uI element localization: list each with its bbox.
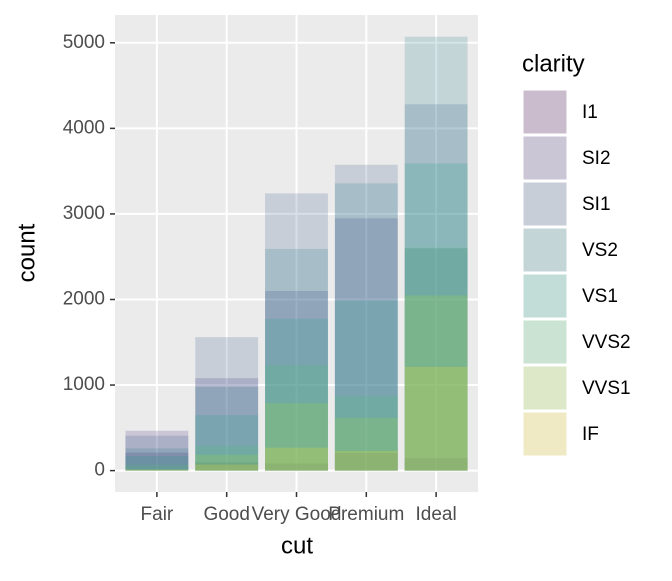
- bar: [404, 366, 468, 471]
- legend-label: VVS2: [582, 332, 631, 353]
- bar: [195, 464, 259, 471]
- bar: [125, 469, 189, 471]
- legend-key-bg: [523, 366, 567, 410]
- bar: [125, 430, 189, 471]
- bar: [195, 454, 259, 471]
- legend-key: [522, 273, 568, 319]
- legend-label: SI1: [582, 194, 611, 215]
- legend-label: SI2: [582, 148, 611, 169]
- y-axis-title: count: [13, 223, 40, 282]
- bar: [265, 403, 328, 471]
- bar: [334, 218, 398, 471]
- legend-key-bg: [523, 274, 567, 318]
- bar: [404, 36, 468, 471]
- legend-key: [522, 89, 568, 135]
- bar: [334, 183, 398, 471]
- bar: [265, 318, 328, 471]
- x-tick-label: Good: [203, 504, 249, 525]
- bar: [334, 164, 398, 471]
- legend-key: [522, 319, 568, 365]
- legend-key: [522, 365, 568, 411]
- bar: [404, 248, 468, 471]
- bar: [125, 452, 189, 471]
- legend-key-bg: [523, 90, 567, 134]
- bar: [334, 300, 398, 471]
- bar: [334, 396, 398, 471]
- bar: [195, 378, 259, 471]
- y-tick-label: 5000: [63, 32, 105, 53]
- legend-key-bg: [523, 320, 567, 364]
- legend-label: I1: [582, 102, 598, 123]
- x-tick-label: Ideal: [416, 504, 457, 525]
- legend-key-bg: [523, 182, 567, 226]
- bar: [334, 450, 398, 471]
- bar: [125, 448, 189, 471]
- bar: [404, 163, 468, 471]
- bar: [125, 469, 189, 471]
- legend-title: clarity: [522, 50, 585, 77]
- legend-label: VVS1: [582, 378, 631, 399]
- legend-label: VS2: [582, 240, 618, 261]
- bar: [125, 456, 189, 471]
- bar: [404, 295, 468, 471]
- bar: [125, 435, 189, 471]
- bar: [265, 364, 328, 471]
- bar: [404, 104, 468, 471]
- legend-key: [522, 411, 568, 457]
- bar: [265, 290, 328, 471]
- bar: [265, 193, 328, 471]
- x-tick-label: Very Good: [252, 504, 342, 525]
- bar: [334, 453, 398, 471]
- bar: [195, 337, 259, 471]
- bar: [404, 458, 468, 471]
- bar: [404, 247, 468, 471]
- y-tick-label: 2000: [63, 289, 105, 310]
- legend-key-bg: [523, 136, 567, 180]
- x-axis-title: cut: [281, 532, 313, 559]
- bar: [265, 248, 328, 471]
- bar: [195, 446, 259, 471]
- bar: [334, 417, 398, 471]
- y-tick-label: 4000: [63, 117, 105, 138]
- legend-key: [522, 181, 568, 227]
- legend-key-bg: [523, 412, 567, 456]
- x-tick-label: Fair: [141, 504, 174, 525]
- bar: [195, 386, 259, 471]
- bar: [195, 415, 259, 471]
- bar: [265, 463, 328, 471]
- legend-key: [522, 227, 568, 273]
- bar: [195, 462, 259, 471]
- legend-label: VS1: [582, 286, 618, 307]
- y-tick-label: 1000: [63, 374, 105, 395]
- legend-label: IF: [582, 424, 599, 445]
- legend-key-bg: [523, 228, 567, 272]
- legend-key: [522, 135, 568, 181]
- bar: [125, 464, 189, 471]
- x-tick-label: Premium: [328, 504, 404, 525]
- bar: [265, 447, 328, 471]
- y-tick-label: 3000: [63, 203, 105, 224]
- y-tick-label: 0: [94, 460, 105, 481]
